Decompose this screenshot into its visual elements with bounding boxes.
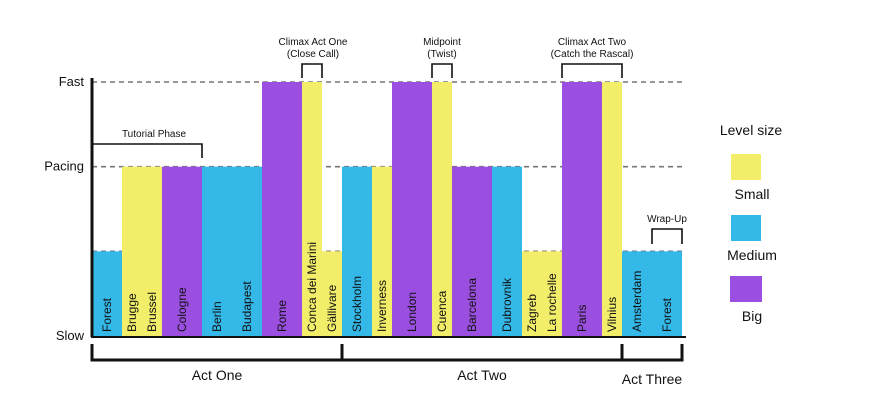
annotation-text-midpoint-0: Midpoint — [423, 37, 461, 48]
bar-budapest — [232, 166, 262, 336]
bar-label-rome: Rome — [275, 300, 289, 332]
bar-label-cologne: Cologne — [175, 287, 189, 332]
legend-label-big: Big — [742, 308, 762, 324]
act-label-act-one: Act One — [192, 367, 243, 383]
bar-label-brussel: Brussel — [145, 292, 159, 332]
bar-label-amsterdam: Amsterdam — [630, 271, 644, 332]
bar-g-llivare — [322, 251, 342, 336]
bar-berlin — [202, 166, 232, 336]
act-bracket-act-three — [620, 344, 684, 362]
y-tick-fast: Fast — [59, 74, 85, 89]
annotation-text-tutorial-phase-0: Tutorial Phase — [122, 129, 187, 140]
y-axis: Fast Pacing Slow — [44, 74, 686, 343]
bar-conca-dei-marini — [302, 82, 322, 336]
annotation-text-climax-act-two-0: Climax Act Two — [558, 37, 627, 48]
bar-label-la-rochelle: La rochelle — [545, 273, 559, 332]
bar-label-barcelona: Barcelona — [465, 278, 479, 332]
bar-la-rochelle — [542, 251, 562, 336]
act-bracket-act-two — [340, 344, 624, 362]
legend-label-small: Small — [734, 186, 769, 202]
bar-amsterdam — [622, 251, 652, 336]
annotation-text-climax-act-one-0: Climax Act One — [279, 37, 348, 48]
annotation-text-climax-act-two-1: (Catch the Rascal) — [551, 49, 634, 60]
bar-label-stockholm: Stockholm — [350, 276, 364, 332]
bar-dubrovnik — [492, 166, 522, 336]
bar-rome — [262, 82, 302, 336]
annotation-bracket-climax-act-one — [301, 63, 323, 78]
act-brackets: Act One Act Two Act Three — [90, 344, 684, 387]
bar-label-london: London — [405, 292, 419, 332]
annotation-text-midpoint-1: (Twist) — [427, 49, 456, 60]
bar-forest — [652, 251, 682, 336]
bar-london — [392, 82, 432, 336]
annotation-bracket-tutorial-phase — [91, 143, 203, 158]
legend-label-medium: Medium — [727, 247, 777, 263]
annotations: Tutorial Phase Climax Act One(Close Call)… — [91, 37, 687, 244]
level-bars: Forest Brugge Brussel Cologne Berlin Budapest… — [92, 82, 682, 336]
bar-paris — [562, 82, 602, 336]
legend-title: Level size — [720, 122, 782, 138]
y-tick-pacing: Pacing — [44, 159, 84, 174]
bar-label-berlin: Berlin — [210, 301, 224, 332]
bar-label-inverness: Inverness — [375, 280, 389, 332]
bar-label-zagreb: Zagreb — [525, 294, 539, 332]
annotation-text-climax-act-one-1: (Close Call) — [287, 49, 339, 60]
annotation-text-wrap-up-0: Wrap-Up — [647, 214, 687, 225]
bar-forest — [92, 251, 122, 336]
bar-stockholm — [342, 166, 372, 336]
bar-label-dubrovnik: Dubrovnik — [500, 277, 514, 332]
annotation-bracket-midpoint — [431, 63, 453, 78]
bar-label-g-llivare: Gällivare — [325, 284, 339, 332]
bar-inverness — [372, 166, 392, 336]
bar-label-forest: Forest — [100, 297, 114, 332]
bar-label-budapest: Budapest — [240, 281, 254, 332]
annotation-bracket-wrap-up — [651, 228, 683, 244]
annotation-bracket-climax-act-two — [561, 63, 623, 78]
legend-swatch-medium — [731, 215, 761, 241]
bar-vilnius — [602, 82, 622, 336]
legend-swatch-big — [730, 276, 762, 302]
bar-brugge — [122, 166, 142, 336]
bar-zagreb — [522, 251, 542, 336]
bar-brussel — [142, 166, 162, 336]
bar-label-forest: Forest — [660, 297, 674, 332]
y-tick-slow: Slow — [56, 328, 85, 343]
legend-swatch-small — [731, 154, 761, 180]
act-label-act-three: Act Three — [622, 371, 683, 387]
bar-label-conca-dei-marini: Conca dei Marini — [305, 242, 319, 332]
bar-barcelona — [452, 166, 492, 336]
act-label-act-two: Act Two — [457, 367, 507, 383]
act-bracket-act-one — [90, 344, 344, 362]
bar-label-brugge: Brugge — [125, 293, 139, 332]
bar-label-vilnius: Vilnius — [605, 297, 619, 332]
bar-cuenca — [432, 82, 452, 336]
bar-label-paris: Paris — [575, 305, 589, 332]
bar-label-cuenca: Cuenca — [435, 290, 449, 332]
bar-cologne — [162, 166, 202, 336]
legend: Level size Small Medium Big — [720, 122, 782, 324]
